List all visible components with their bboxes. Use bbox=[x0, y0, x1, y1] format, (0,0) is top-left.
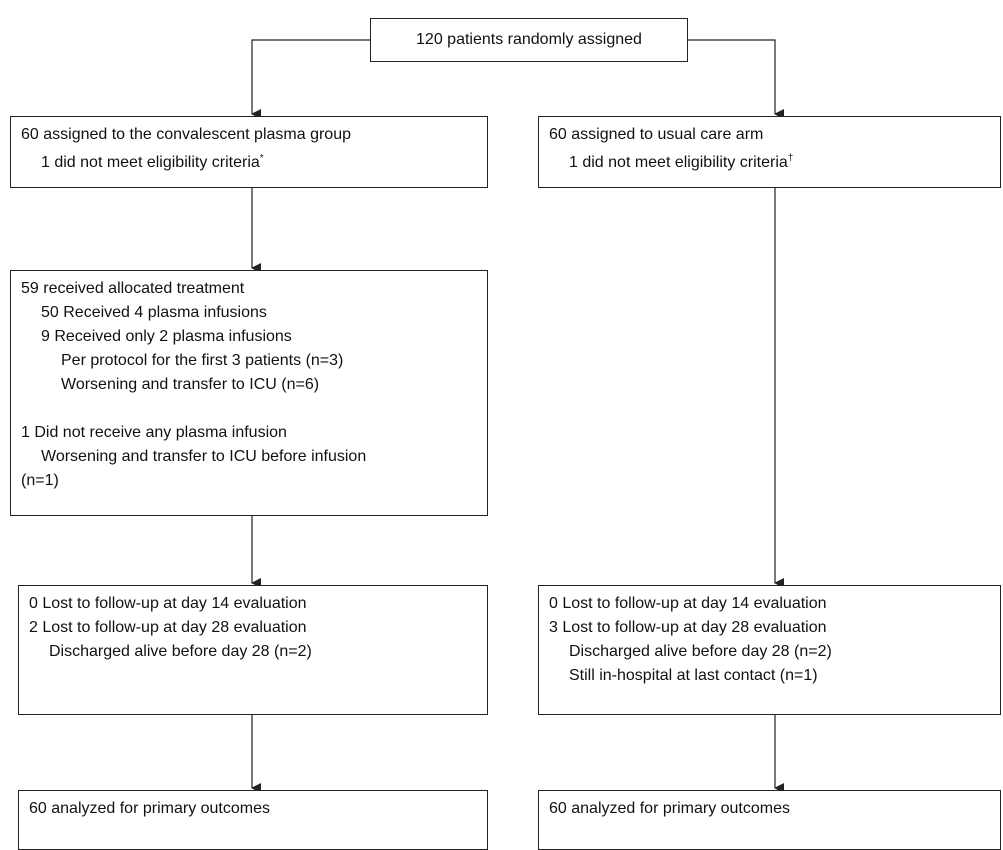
node-line: Discharged alive before day 28 (n=2) bbox=[49, 643, 312, 660]
node-line: Worsening and transfer to ICU (n=6) bbox=[61, 376, 320, 393]
footnote-mark: * bbox=[259, 153, 264, 164]
node-line: 60 assigned to the convalescent plasma g… bbox=[21, 126, 351, 143]
node-line: 1 did not meet eligibility criteria* bbox=[21, 147, 477, 175]
node-box: 60 analyzed for primary outcomes bbox=[538, 790, 1001, 850]
node-label: 60 analyzed for primary outcomes bbox=[549, 800, 790, 817]
node-line: 0 Lost to follow-up at day 14 evaluation bbox=[549, 595, 827, 612]
node-line: 0 Lost to follow-up at day 14 evaluation bbox=[29, 595, 307, 612]
node-line: 59 received allocated treatment bbox=[21, 280, 245, 297]
node-label: 60 analyzed for primary outcomes bbox=[29, 800, 270, 817]
node-line: 60 assigned to usual care arm bbox=[549, 126, 764, 143]
node-box: 0 Lost to follow-up at day 14 evaluation… bbox=[538, 585, 1001, 715]
node-line: 1 Did not receive any plasma infusion bbox=[21, 424, 287, 441]
arrow bbox=[251, 39, 370, 119]
node-line: 50 Received 4 plasma infusions bbox=[41, 304, 267, 321]
node-line: Still in-hospital at last contact (n=1) bbox=[569, 667, 818, 684]
node-label: 120 patients randomly assigned bbox=[416, 31, 642, 48]
footnote-mark: † bbox=[787, 153, 794, 164]
node-line-text: 1 did not meet eligibility criteria bbox=[569, 154, 788, 171]
node-line: 3 Lost to follow-up at day 28 evaluation bbox=[549, 619, 827, 636]
node-line: Per protocol for the first 3 patients (n… bbox=[61, 352, 344, 369]
node-line: (n=1) bbox=[21, 472, 59, 489]
node-box: 60 assigned to the convalescent plasma g… bbox=[10, 116, 488, 188]
node-box: 59 received allocated treatment 50 Recei… bbox=[10, 270, 488, 516]
node-line: 9 Received only 2 plasma infusions bbox=[41, 328, 292, 345]
node-box: 60 assigned to usual care arm 1 did not … bbox=[538, 116, 1001, 188]
node-line: Discharged alive before day 28 (n=2) bbox=[569, 643, 832, 660]
node-line-text: 1 did not meet eligibility criteria bbox=[41, 154, 260, 171]
arrow bbox=[688, 39, 784, 119]
node-box: 120 patients randomly assigned bbox=[370, 18, 688, 62]
node-line: Worsening and transfer to ICU before inf… bbox=[41, 448, 367, 465]
node-box: 0 Lost to follow-up at day 14 evaluation… bbox=[18, 585, 488, 715]
node-line: 2 Lost to follow-up at day 28 evaluation bbox=[29, 619, 307, 636]
node-line: 1 did not meet eligibility criteria† bbox=[549, 147, 990, 175]
node-box: 60 analyzed for primary outcomes bbox=[18, 790, 488, 850]
